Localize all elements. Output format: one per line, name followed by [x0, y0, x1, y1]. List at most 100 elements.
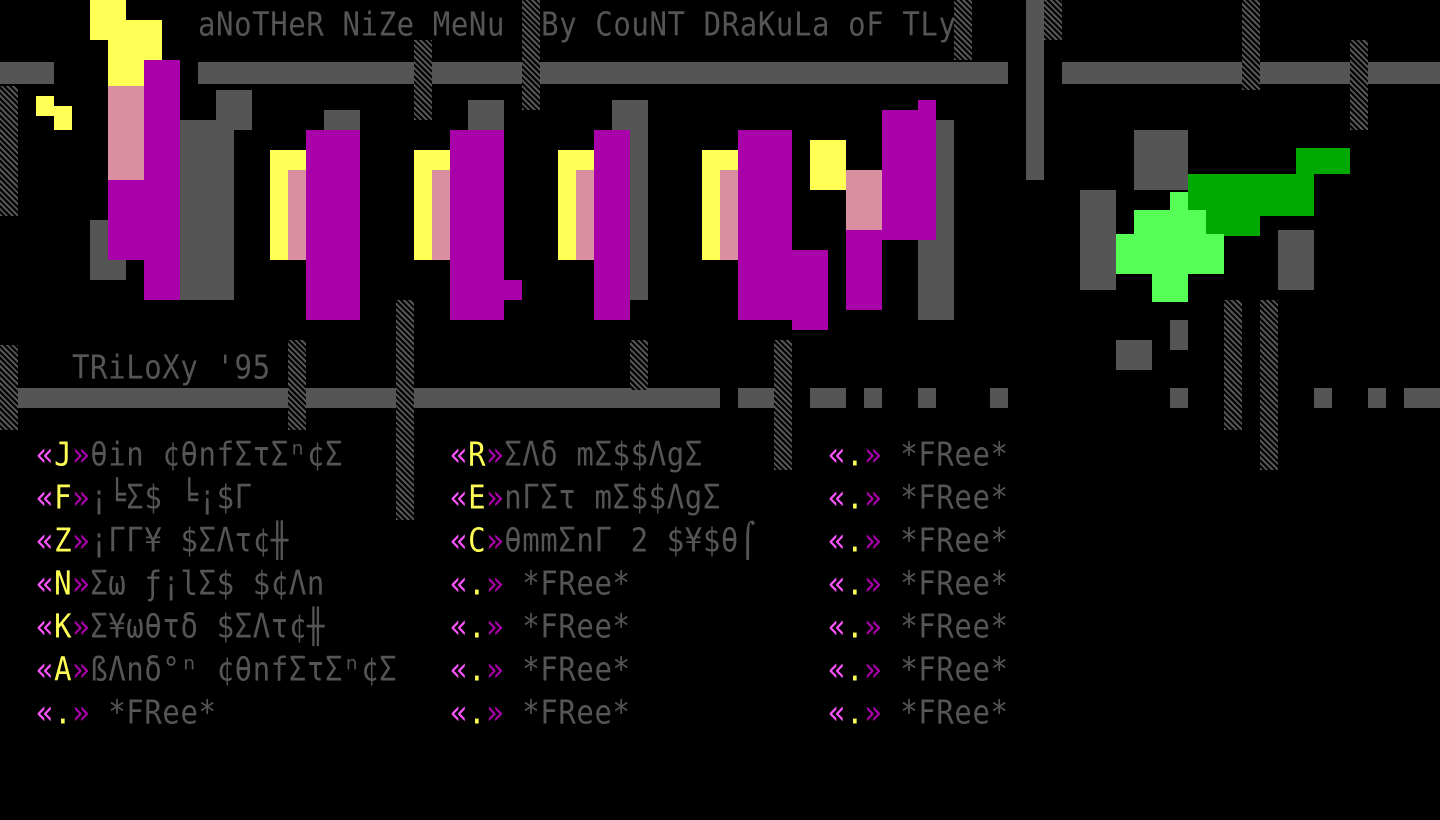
menu-label: *FRee*: [882, 649, 1009, 689]
bracket-open: «: [450, 606, 469, 646]
bracket-open: «: [450, 649, 469, 689]
art-block: [918, 100, 936, 130]
art-block: [0, 86, 18, 216]
art-block: [1044, 0, 1062, 40]
art-block: [1278, 230, 1314, 290]
menu-item[interactable]: «.» *FRee*: [450, 602, 631, 651]
art-block: [1242, 0, 1260, 90]
art-block: [1170, 192, 1188, 212]
art-block: [1260, 300, 1278, 470]
header-title: aNoTHeR NiZe MeNu By CouNT DRaKuLa oF TL…: [198, 4, 957, 44]
art-block: [1404, 388, 1440, 408]
menu-item[interactable]: «.» *FRee*: [828, 473, 1009, 522]
menu-hotkey: .: [846, 563, 865, 603]
menu-item[interactable]: «Z»¡ΓΓ¥ $ΣΛτ¢╫: [36, 516, 289, 565]
art-block: [846, 170, 882, 240]
art-block: [918, 388, 936, 408]
menu-label: θmmΣnΓ 2 $¥$θ⌠: [504, 520, 758, 560]
bracket-close: »: [486, 563, 505, 603]
bracket-close: »: [864, 563, 883, 603]
menu-item[interactable]: «.» *FRee*: [450, 688, 631, 737]
menu-item[interactable]: «R»ΣΛδ mΣ$$ΛgΣ: [450, 430, 703, 479]
art-block: [774, 340, 792, 470]
menu-hotkey: .: [54, 692, 73, 732]
art-block: [180, 120, 234, 300]
bracket-close: »: [864, 649, 883, 689]
menu-item[interactable]: «.» *FRee*: [36, 688, 217, 737]
art-block: [1170, 388, 1188, 408]
menu-label: ΣΛδ mΣ$$ΛgΣ: [504, 434, 703, 474]
bracket-close: »: [486, 606, 505, 646]
art-block: [738, 388, 774, 408]
menu-item[interactable]: «C»θmmΣnΓ 2 $¥$θ⌠: [450, 516, 757, 565]
bracket-open: «: [450, 520, 469, 560]
art-block: [846, 230, 882, 310]
art-block: [396, 300, 414, 520]
bracket-open: «: [36, 520, 55, 560]
art-block: [1026, 0, 1044, 180]
art-block: [594, 130, 630, 320]
menu-item[interactable]: «A»ßΛnδ°ⁿ ¢θnfΣτΣⁿ¢Σ: [36, 645, 397, 694]
art-block: [108, 180, 144, 260]
bracket-close: »: [486, 692, 505, 732]
bracket-open: «: [36, 606, 55, 646]
bracket-close: »: [72, 520, 91, 560]
menu-item[interactable]: «J»θin ¢θnfΣτΣⁿ¢Σ: [36, 430, 343, 479]
bracket-close: »: [486, 520, 505, 560]
menu-item[interactable]: «.» *FRee*: [828, 645, 1009, 694]
art-block: [1188, 174, 1314, 216]
menu-item[interactable]: «N»Σω ƒ¡lΣ$ $¢Λn: [36, 559, 325, 608]
menu-label: *FRee*: [882, 563, 1009, 603]
menu-item[interactable]: «.» *FRee*: [828, 430, 1009, 479]
menu-hotkey: E: [468, 477, 487, 517]
art-block: [504, 280, 522, 300]
art-block: [216, 90, 252, 130]
art-block: [1296, 148, 1350, 174]
menu-hotkey: .: [468, 649, 487, 689]
bracket-close: »: [486, 434, 505, 474]
menu-label: *FRee*: [504, 692, 631, 732]
art-block: [630, 340, 648, 390]
bracket-close: »: [72, 477, 91, 517]
menu-label: *FRee*: [882, 477, 1009, 517]
menu-hotkey: N: [54, 563, 73, 603]
menu-item[interactable]: «F»¡╘Σ$ ╘¡$Γ: [36, 473, 253, 522]
menu-item[interactable]: «.» *FRee*: [450, 645, 631, 694]
art-block: [738, 130, 792, 320]
bracket-open: «: [36, 692, 55, 732]
bracket-close: »: [864, 606, 883, 646]
menu-label: *FRee*: [504, 649, 631, 689]
bracket-open: «: [450, 692, 469, 732]
menu-item[interactable]: «K»Σ¥ωθτδ $ΣΛτ¢╫: [36, 602, 325, 651]
menu-item[interactable]: «E»nΓΣτ mΣ$$ΛgΣ: [450, 473, 721, 522]
bracket-open: «: [36, 434, 55, 474]
menu-item[interactable]: «.» *FRee*: [450, 559, 631, 608]
art-block: [0, 62, 54, 84]
group-credit: TRiLoXy '95: [72, 347, 271, 387]
menu-item[interactable]: «.» *FRee*: [828, 688, 1009, 737]
menu-label: ßΛnδ°ⁿ ¢θnfΣτΣⁿ¢Σ: [90, 649, 398, 689]
bracket-open: «: [828, 434, 847, 474]
bracket-open: «: [828, 520, 847, 560]
art-block: [144, 60, 180, 300]
art-block: [1188, 216, 1260, 236]
menu-item[interactable]: «.» *FRee*: [828, 602, 1009, 651]
menu-item[interactable]: «.» *FRee*: [828, 516, 1009, 565]
menu-hotkey: F: [54, 477, 73, 517]
menu-label: Σ¥ωθτδ $ΣΛτ¢╫: [90, 606, 325, 646]
menu-hotkey: .: [468, 563, 487, 603]
art-block: [414, 40, 432, 120]
menu-label: *FRee*: [504, 563, 631, 603]
menu-label: *FRee*: [882, 434, 1009, 474]
menu-label: *FRee*: [882, 520, 1009, 560]
menu-label: nΓΣτ mΣ$$ΛgΣ: [504, 477, 721, 517]
bracket-close: »: [864, 477, 883, 517]
menu-hotkey: Z: [54, 520, 73, 560]
bracket-close: »: [864, 520, 883, 560]
art-block: [1134, 210, 1206, 234]
bracket-close: »: [864, 692, 883, 732]
menu-item[interactable]: «.» *FRee*: [828, 559, 1009, 608]
art-block: [288, 340, 306, 430]
menu-label: θin ¢θnfΣτΣⁿ¢Σ: [90, 434, 344, 474]
